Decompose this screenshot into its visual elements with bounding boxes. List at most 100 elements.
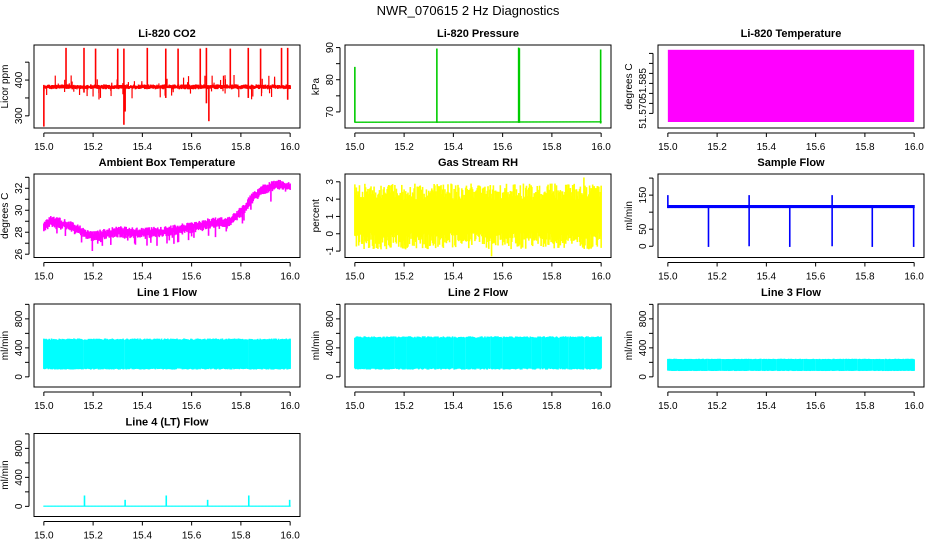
x-tick-label: 16.0 [280,531,300,540]
y-tick-label: 51.570 [638,98,649,129]
y-tick-label: 300 [14,107,25,124]
x-tick-label: 16.0 [280,142,300,153]
y-axis-label: ml/min [0,331,11,360]
x-tick-label: 15.2 [707,272,727,283]
x-tick-label: 15.2 [83,401,103,412]
panel-title: Line 3 Flow [761,287,821,299]
x-tick-label: 15.2 [83,142,103,153]
x-tick-label: 15.8 [855,401,875,412]
x-tick-label: 15.0 [658,272,678,283]
x-axis: 15.0 15.2 15.4 15.6 15.8 16.0 [658,262,924,283]
y-tick-label: 0 [638,243,649,249]
plot-frame [657,303,925,388]
y-tick-label: 400 [14,469,25,486]
x-tick-label: 15.8 [855,272,875,283]
plot-frame [33,173,301,258]
x-axis: 15.0 15.2 15.4 15.6 15.8 16.0 [345,262,611,283]
y-axis: 0 400 800 [14,303,30,380]
x-tick-label: 15.6 [806,401,826,412]
y-axis: -1 0 1 2 3 [325,179,341,256]
plot-frame [33,44,301,129]
x-tick-label: 15.8 [542,142,562,153]
x-tick-label: 15.0 [34,272,54,283]
y-axis-label: ml/min [624,331,635,360]
x-axis: 15.0 15.2 15.4 15.6 15.8 16.0 [345,132,611,153]
y-tick-label: 800 [325,310,336,327]
x-tick-label: 15.2 [83,531,103,540]
y-axis: 0 50 150 [638,177,654,249]
x-tick-label: 15.4 [133,531,153,540]
y-tick-label: 1 [325,213,336,219]
panel-title: Line 1 Flow [137,287,197,299]
x-tick-label: 15.8 [542,272,562,283]
y-tick-label: 0 [638,374,649,380]
y-axis: 0 400 800 [325,303,341,380]
panel-ambient: Ambient Box Temperature degrees C 15.0 15.2… [0,157,301,283]
panel-title: Ambient Box Temperature [99,157,236,169]
x-tick-label: 15.6 [182,401,202,412]
x-tick-label: 16.0 [591,272,611,283]
y-tick-label: 0 [14,503,25,509]
x-tick-label: 15.2 [83,272,103,283]
plot-frame [33,433,301,517]
panel-rh: Gas Stream RH percent 15.0 15.2 15.4 15.6 15.8… [311,157,612,283]
panel-pressure: Li-820 Pressure kPa 15.0 15.2 15.4 15.6 15.8 16… [311,28,612,153]
x-tick-label: 16.0 [280,272,300,283]
plot-frame [657,173,925,258]
panel-title: Sample Flow [757,157,825,169]
y-tick-label: -1 [325,246,336,255]
y-tick-label: 80 [325,74,336,86]
y-axis: 26 28 30 32 [14,176,30,260]
y-tick-label: 800 [14,440,25,457]
x-axis: 15.0 15.2 15.4 15.6 15.8 16.0 [34,262,300,283]
figure-title: NWR_070615 2 Hz Diagnostics [377,3,560,18]
x-tick-label: 15.0 [658,401,678,412]
series-line4 [43,495,291,507]
y-axis-label: ml/min [311,331,322,360]
y-tick-label: 2 [325,196,336,202]
x-tick-label: 15.6 [493,401,513,412]
plot-frame [344,173,612,258]
y-axis-label: degrees C [624,63,635,109]
x-tick-label: 15.4 [757,272,777,283]
x-tick-label: 15.4 [133,142,153,153]
plot-frame [657,44,925,129]
x-tick-label: 15.4 [757,142,777,153]
x-tick-label: 15.2 [707,401,727,412]
x-axis: 15.0 15.2 15.4 15.6 15.8 16.0 [34,391,300,412]
series-rh [354,177,602,257]
data-band [667,49,915,122]
plot-frame [33,303,301,388]
x-axis: 15.0 15.2 15.4 15.6 15.8 16.0 [658,132,924,153]
x-tick-label: 15.0 [345,272,365,283]
series-ambient [43,179,291,251]
series-li820temp [667,49,915,122]
x-tick-label: 15.4 [757,401,777,412]
y-axis-label: ml/min [0,460,11,489]
x-tick-label: 16.0 [904,142,924,153]
series-line1 [43,338,291,370]
panel-sampleflow: Sample Flow ml/min 15.0 15.2 15.4 15.6 15.8 16.… [624,157,925,283]
y-tick-label: 400 [14,339,25,356]
y-axis-label: degrees C [0,193,11,239]
y-axis: 0 400 800 [14,433,30,509]
y-axis: 300 400 [14,61,30,124]
series-sampleflow [667,195,915,247]
y-tick-label: 90 [325,42,336,54]
x-tick-label: 16.0 [280,401,300,412]
y-axis-label: ml/min [624,201,635,230]
y-axis-label: Licor ppm [0,65,11,109]
x-axis: 15.0 15.2 15.4 15.6 15.8 16.0 [34,132,300,153]
y-tick-label: 150 [638,186,649,203]
y-tick-label: 0 [325,231,336,237]
x-tick-label: 15.4 [444,401,464,412]
y-tick-label: 800 [14,310,25,327]
y-tick-label: 0 [325,374,336,380]
series-line3 [667,358,915,372]
x-tick-label: 15.0 [345,401,365,412]
panel-title: Line 2 Flow [448,287,508,299]
series-pressure [354,47,602,124]
y-tick-label: 32 [14,182,25,194]
